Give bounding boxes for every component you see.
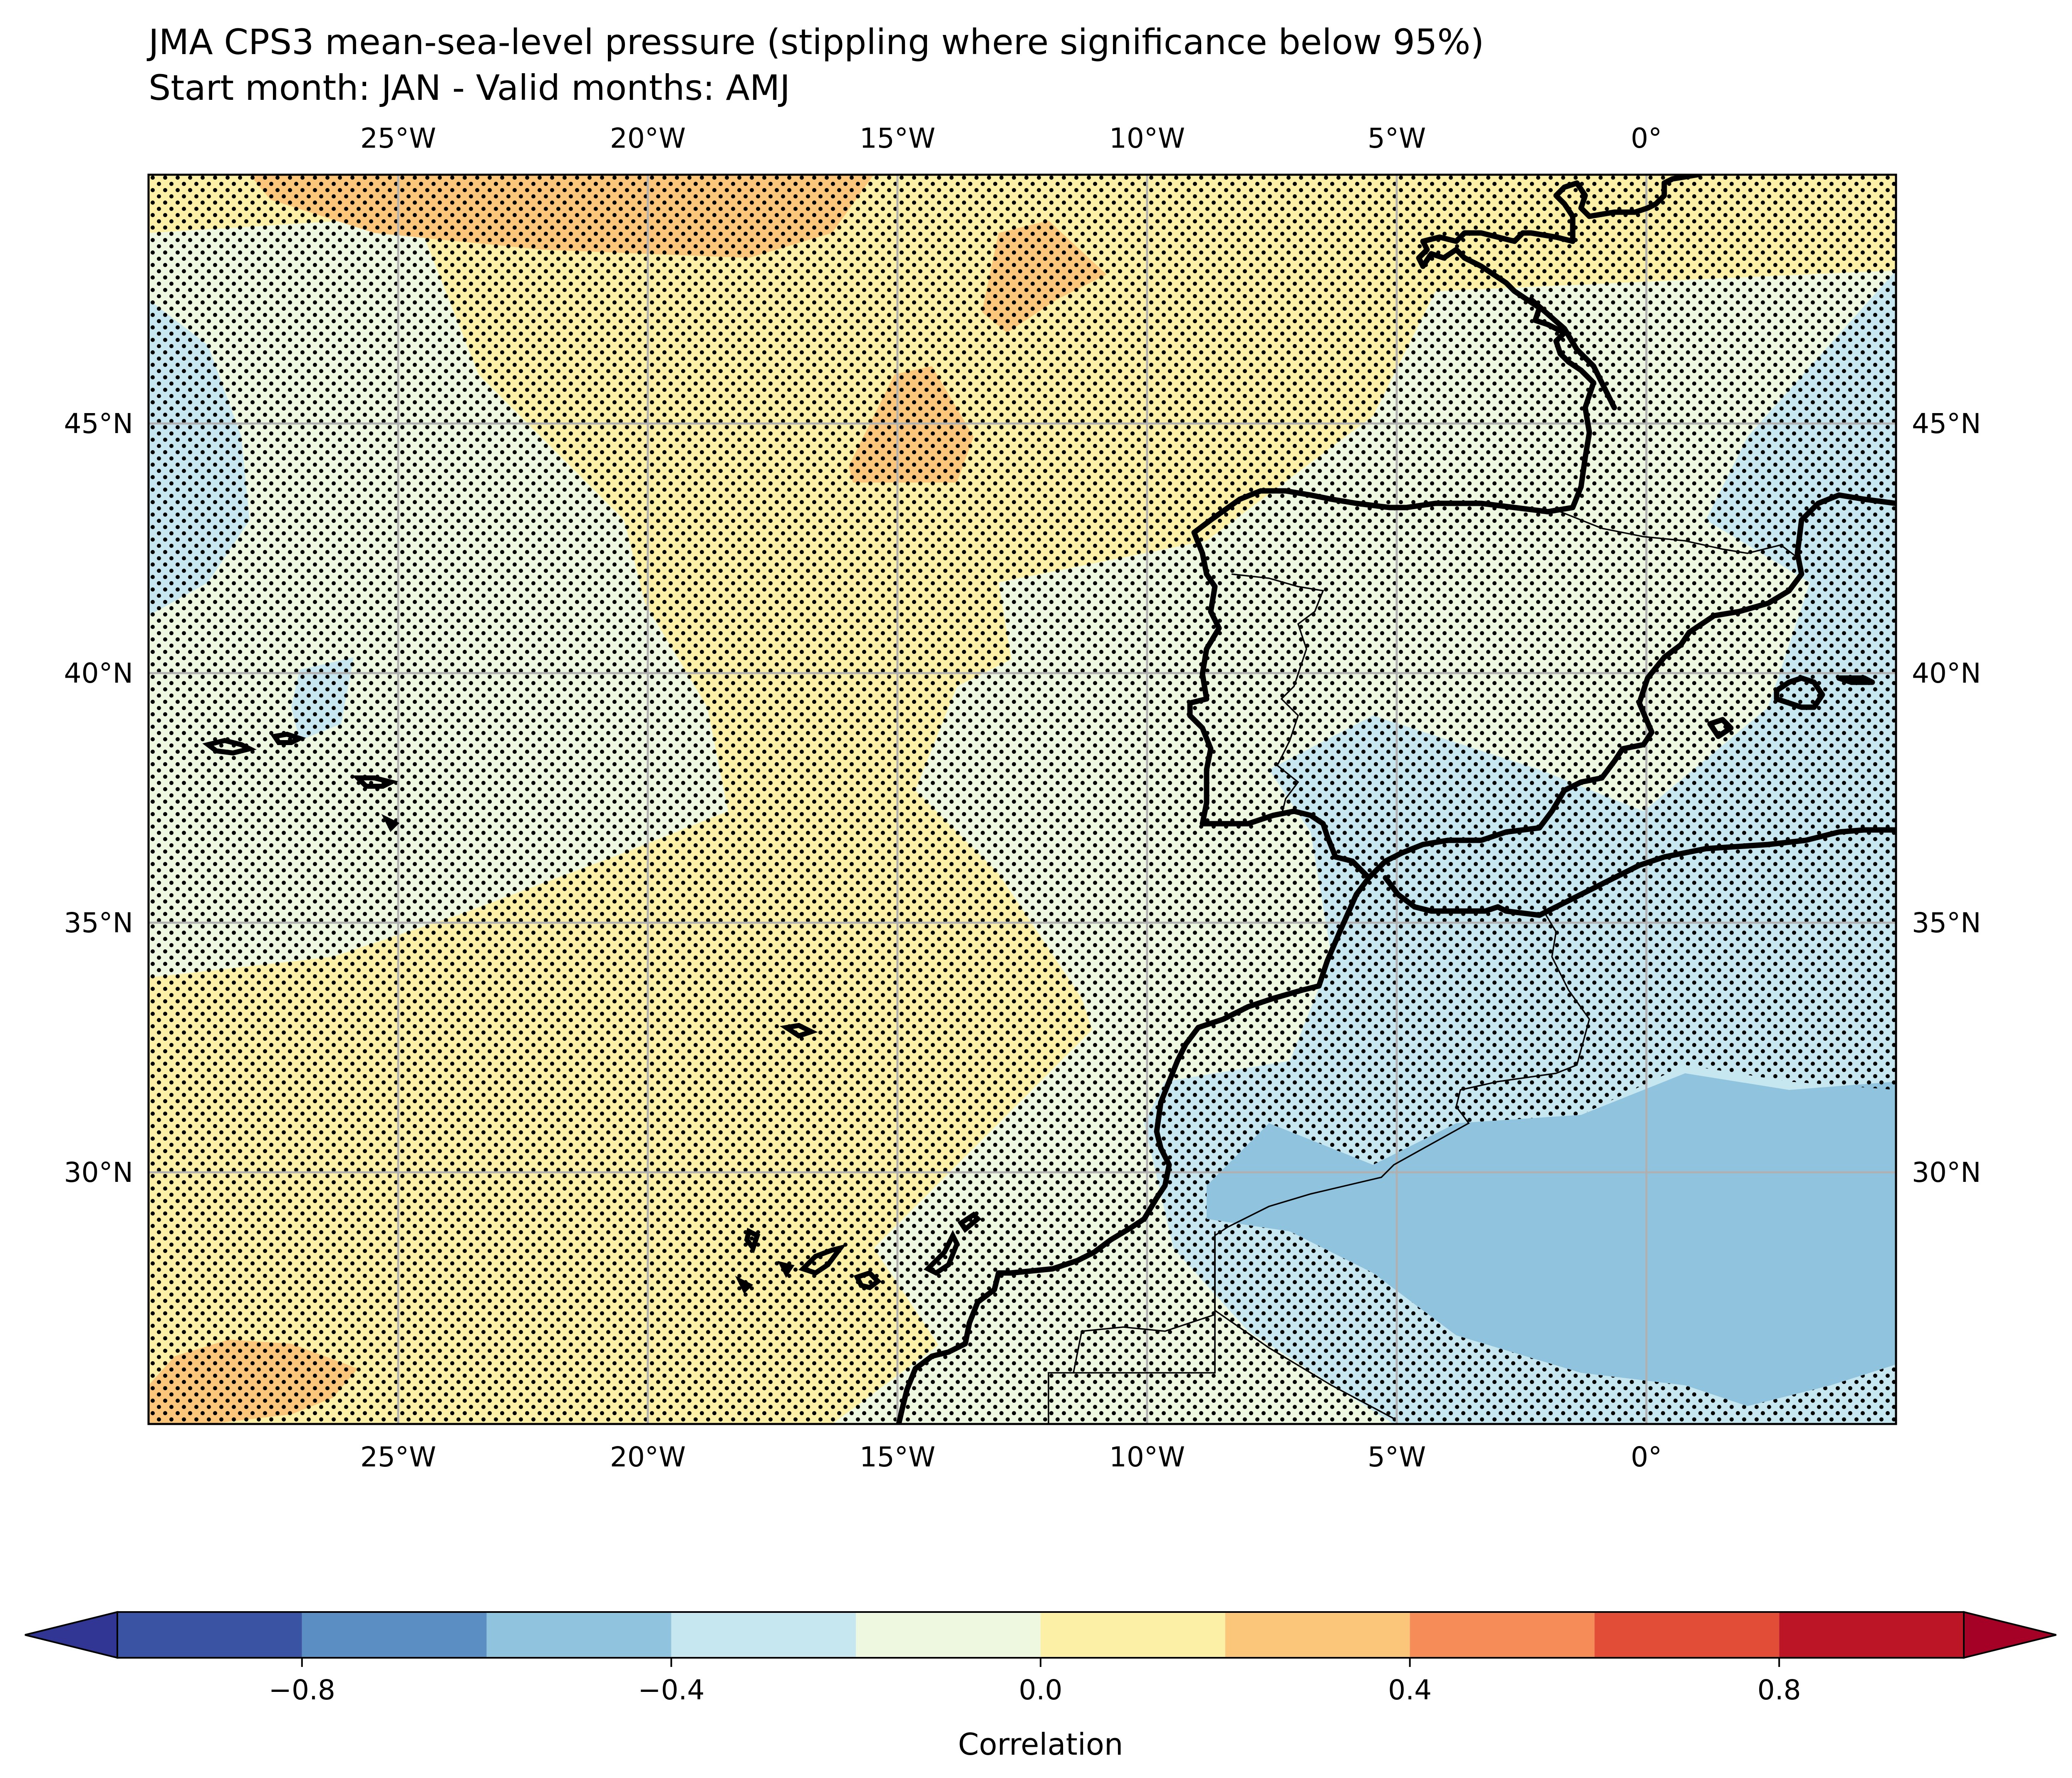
lon-tick-top-5w: 5°W <box>1368 122 1426 154</box>
colorbar-extend-max <box>1963 1611 2057 1659</box>
lon-tick-bottom-20w: 20°W <box>610 1441 686 1473</box>
lat-tick-right-40n: 40°N <box>1912 657 1981 689</box>
lon-tick-top-25w: 25°W <box>360 122 436 154</box>
lat-tick-right-30n: 30°N <box>1912 1156 1981 1189</box>
colorbar-segment <box>302 1612 487 1658</box>
country-borders <box>1048 511 1798 1424</box>
colorbar-tick-label: 0.0 <box>1019 1674 1063 1706</box>
island-menorca <box>1836 675 1875 685</box>
colorbar-segment <box>117 1612 302 1658</box>
map-title-line1: JMA CPS3 mean-sea-level pressure (stippl… <box>146 22 1484 62</box>
coast-france-west <box>1528 297 1617 411</box>
lon-tick-top-15w: 15°W <box>860 122 935 154</box>
island-mallorca <box>1774 675 1825 710</box>
lon-tick-top-0: 0° <box>1631 122 1662 154</box>
lon-ticks-bottom: 25°W 20°W 15°W 10°W 5°W 0° <box>360 1441 1662 1473</box>
island-la-gomera <box>777 1261 795 1278</box>
lon-tick-bottom-25w: 25°W <box>360 1441 436 1473</box>
stippling <box>149 175 1896 1424</box>
colorbar-segment <box>1041 1612 1225 1658</box>
island-azores-central <box>270 731 306 745</box>
colorbar-segment <box>1410 1612 1595 1658</box>
lon-ticks-top: 25°W 20°W 15°W 10°W 5°W 0° <box>360 122 1662 154</box>
lat-tick-left-30n: 30°N <box>64 1156 133 1189</box>
lon-tick-top-20w: 20°W <box>610 122 686 154</box>
island-fuerteventura <box>923 1230 960 1276</box>
coast-morocco-atlantic <box>896 875 1372 1424</box>
colorbar-label: Correlation <box>958 1727 1123 1762</box>
colorbar-segment <box>856 1612 1041 1658</box>
island-madeira <box>780 1023 818 1039</box>
colorbar-tick-label: −0.8 <box>269 1674 335 1706</box>
island-azores-east <box>352 775 399 789</box>
lon-tick-top-10w: 10°W <box>1109 122 1185 154</box>
lat-ticks-left: 45°N 40°N 35°N 30°N <box>64 408 133 1189</box>
field-negative-darker <box>1207 1073 1896 1406</box>
colorbar-segments <box>117 1612 1964 1658</box>
atlantic-islands <box>202 731 981 1294</box>
lat-tick-left-40n: 40°N <box>64 657 133 689</box>
island-azores-west <box>202 738 257 756</box>
lon-tick-bottom-5w: 5°W <box>1368 1441 1426 1473</box>
colorbar-segment <box>671 1612 856 1658</box>
island-lanzarote <box>957 1211 981 1233</box>
colorbar-segment <box>486 1612 672 1658</box>
lat-tick-left-45n: 45°N <box>64 408 133 440</box>
colorbar: −0.8 −0.4 0.0 0.4 0.8 Correlation <box>25 1611 2057 1762</box>
island-santa-maria <box>381 814 400 832</box>
colorbar-tick-label: 0.4 <box>1388 1674 1432 1706</box>
coastlines <box>896 175 1896 1424</box>
coast-algeria <box>1537 827 1896 918</box>
colorbar-segment <box>1225 1612 1410 1658</box>
colorbar-tick-label: 0.8 <box>1757 1674 1801 1706</box>
island-ibiza <box>1707 717 1734 739</box>
lat-ticks-right: 45°N 40°N 35°N 30°N <box>1912 408 1981 1189</box>
lon-tick-bottom-10w: 10°W <box>1109 1441 1185 1473</box>
coast-iberia-morocco <box>1187 175 1896 881</box>
colorbar-segment <box>1779 1612 1964 1658</box>
colorbar-tick-label: −0.4 <box>638 1674 704 1706</box>
lat-tick-left-35n: 35°N <box>64 907 133 939</box>
island-la-palma <box>744 1228 761 1253</box>
coast-gibraltar-africa <box>1383 875 1542 918</box>
island-tenerife <box>798 1244 847 1276</box>
map-panel <box>149 175 1896 1424</box>
lat-tick-right-35n: 35°N <box>1912 907 1981 939</box>
colorbar-extend-min <box>25 1611 118 1659</box>
lon-tick-bottom-0: 0° <box>1631 1441 1662 1473</box>
colorbar-segment <box>1594 1612 1780 1658</box>
lon-tick-bottom-15w: 15°W <box>860 1441 935 1473</box>
map-title-line2: Start month: JAN - Valid months: AMJ <box>149 67 790 108</box>
island-el-hierro <box>735 1275 753 1294</box>
island-gran-canaria <box>853 1270 882 1290</box>
colorbar-ticks: −0.8 −0.4 0.0 0.4 0.8 <box>269 1658 1801 1706</box>
map-frame <box>147 173 1897 1425</box>
lat-tick-right-45n: 45°N <box>1912 408 1981 440</box>
